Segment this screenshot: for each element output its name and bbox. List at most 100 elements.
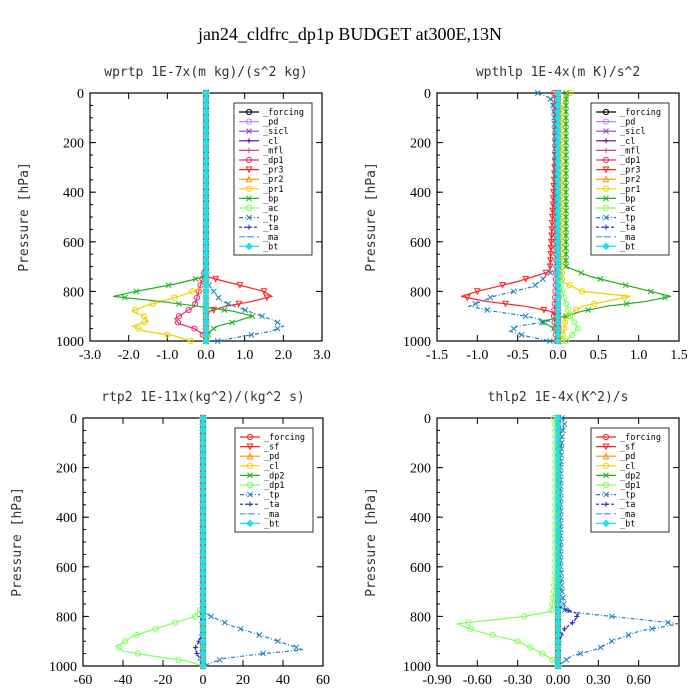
- series-point: [499, 282, 506, 289]
- series-point: [542, 269, 550, 277]
- series-point: [563, 251, 570, 258]
- legend-label: _mfl: [263, 146, 283, 156]
- y-tick-label: 1000: [56, 335, 84, 350]
- legend-label: _forcing: [263, 108, 304, 118]
- series-point: [538, 319, 545, 326]
- x-tick-label: 1.5: [670, 348, 688, 363]
- x-tick-label: 0.5: [590, 348, 608, 363]
- series-line-bp: [113, 93, 255, 342]
- legend-marker: [245, 242, 253, 251]
- series-point: [548, 213, 556, 221]
- x-tick-label: -1.0: [156, 348, 178, 363]
- series-point: [559, 594, 566, 601]
- legend-marker: [602, 443, 610, 451]
- series-line-pr1: [561, 92, 631, 342]
- x-tick-label: -1.0: [466, 348, 488, 363]
- y-tick-label: 0: [424, 87, 431, 102]
- series-point: [489, 631, 496, 639]
- series-point: [571, 319, 578, 326]
- legend-marker: [245, 166, 253, 174]
- series-point: [561, 421, 568, 428]
- series-point: [212, 275, 220, 283]
- legend: _forcing_sf_pd_cl_dp2_dp1_tp_ta_ma_bt: [590, 427, 670, 533]
- legend-label: _sf: [264, 443, 279, 453]
- legend-marker: [602, 462, 610, 469]
- series-point: [175, 313, 183, 320]
- series-point: [547, 251, 555, 258]
- y-tick-label: 1000: [403, 335, 431, 350]
- series-point: [135, 325, 142, 332]
- legend-marker: [245, 204, 253, 212]
- series-point: [548, 220, 556, 227]
- y-tick-label: 400: [410, 511, 431, 526]
- series-point: [563, 152, 570, 158]
- legend-label: _ma: [263, 233, 278, 243]
- series-point: [465, 619, 472, 626]
- legend-label: _pd: [620, 452, 635, 462]
- series-point: [546, 338, 553, 344]
- y-tick-label: 400: [410, 186, 431, 201]
- series-point: [625, 632, 632, 638]
- series-point: [563, 164, 570, 171]
- series-point: [563, 145, 570, 152]
- series-point: [547, 257, 554, 265]
- series-point: [237, 625, 244, 632]
- y-tick-label: 200: [63, 137, 84, 152]
- legend-label: _pr2: [620, 175, 640, 185]
- legend-label: _dp1: [263, 156, 283, 166]
- series-point: [221, 307, 228, 313]
- series-point: [559, 415, 565, 421]
- series-point: [193, 294, 201, 301]
- series-point: [551, 325, 557, 332]
- legend-label: _dp2: [620, 471, 640, 481]
- series-point: [578, 269, 585, 276]
- legend-marker: [246, 443, 254, 451]
- series-line-tp: [557, 417, 680, 667]
- series-point: [563, 176, 570, 183]
- x-tick-label: 60: [316, 673, 330, 688]
- x-tick-label: -60: [74, 673, 93, 688]
- legend: _forcing_pd_sicl_cl_mfl_dp1_pr3_pr2_pr1_…: [233, 102, 313, 256]
- series-point: [575, 325, 582, 332]
- series-point: [175, 300, 182, 307]
- legend-label: _cl: [264, 462, 279, 472]
- y-axis-label: Pressure [hPa]: [10, 487, 25, 597]
- series-group: [456, 414, 680, 670]
- series-point: [185, 306, 192, 314]
- legend-marker: [245, 185, 253, 192]
- series-point: [563, 90, 570, 96]
- legend: _forcing_pd_sicl_cl_mfl_dp1_pr3_pr2_pr1_…: [590, 102, 670, 256]
- series-point: [293, 644, 300, 651]
- series-point: [577, 650, 584, 657]
- series-line-bp: [540, 93, 672, 341]
- legend-label: _pd: [264, 452, 279, 462]
- series-point: [522, 275, 530, 283]
- series-point: [563, 263, 570, 270]
- series-point: [563, 189, 570, 196]
- legend-marker: [246, 214, 252, 221]
- legend-label: _ma: [620, 510, 635, 520]
- series-point: [647, 288, 654, 295]
- series-point: [248, 331, 255, 338]
- series-point: [527, 644, 534, 651]
- series-point: [191, 325, 198, 332]
- legend-label: _tp: [620, 214, 635, 224]
- x-tick-label: -3.0: [79, 348, 101, 363]
- series-point: [522, 313, 529, 320]
- x-tick-label: 1.0: [236, 348, 254, 363]
- series-point: [210, 325, 217, 332]
- legend-label: _tp: [264, 491, 279, 501]
- series-point: [565, 607, 571, 613]
- legend-label: _dp1: [264, 481, 284, 491]
- series-point: [141, 319, 148, 326]
- series-point: [487, 294, 494, 301]
- legend-label: _pr3: [620, 166, 640, 176]
- legend-marker: [602, 519, 610, 528]
- series-point: [532, 282, 539, 289]
- series-point: [563, 214, 570, 220]
- chart-title: wpthlp 1E-4x(m K)/s^2: [476, 65, 640, 80]
- legend-marker: [602, 185, 610, 192]
- legend-label: _bp: [620, 194, 635, 204]
- legend-marker: [602, 108, 610, 116]
